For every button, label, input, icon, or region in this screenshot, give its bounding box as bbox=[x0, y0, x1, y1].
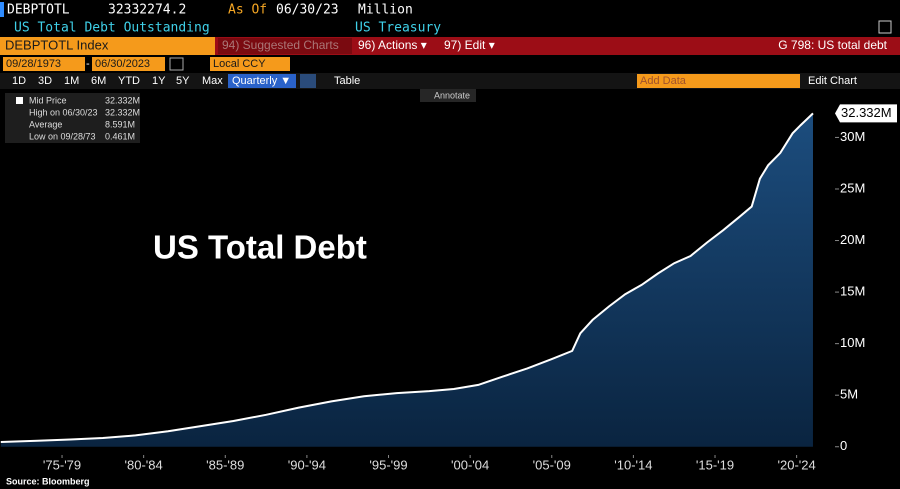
legend-label: Mid Price bbox=[29, 95, 67, 105]
period-button[interactable]: 1M bbox=[64, 75, 79, 87]
x-tick-label: '10-'14 bbox=[614, 457, 652, 472]
annotate[interactable]: Annotate bbox=[434, 90, 470, 100]
period-button[interactable]: Max bbox=[202, 75, 223, 87]
y-tick-label: 25M bbox=[840, 180, 865, 195]
start-date-box[interactable] bbox=[3, 57, 85, 71]
legend-value: 32.332M bbox=[105, 95, 140, 105]
annotate-button[interactable] bbox=[420, 89, 476, 102]
y-tick-label: 0 bbox=[840, 438, 847, 453]
y-tick-label: 5M bbox=[840, 387, 858, 402]
table[interactable]: Table bbox=[334, 75, 360, 87]
period-button[interactable]: 6M bbox=[91, 75, 106, 87]
last-value-label: 32.332M bbox=[841, 105, 892, 120]
end-date[interactable]: 06/30/2023 bbox=[95, 58, 150, 70]
legend-label: Low on 09/28/73 bbox=[29, 131, 96, 141]
chart-title: US Total Debt bbox=[153, 229, 367, 266]
calendar-icon[interactable] bbox=[169, 57, 184, 71]
legend-label: High on 06/30/23 bbox=[29, 107, 98, 117]
area bbox=[0, 113, 814, 447]
function: G 798: US total debt bbox=[778, 38, 887, 52]
chart-icon[interactable] bbox=[300, 74, 316, 88]
line bbox=[0, 112, 814, 443]
y-tick-label: 15M bbox=[840, 284, 865, 299]
x-tick-label: '95-'99 bbox=[369, 457, 407, 472]
y-tick-label: 20M bbox=[840, 232, 865, 247]
last-value: 32332274.2 bbox=[108, 3, 186, 18]
y-tick-label: 10M bbox=[840, 335, 865, 350]
actions[interactable]: 96) Actions ▾ bbox=[358, 38, 427, 52]
suggested[interactable]: 94) Suggested Charts bbox=[222, 38, 339, 52]
y-tick-label: 30M bbox=[840, 129, 865, 144]
as-of-date: 06/30/23 bbox=[276, 3, 339, 18]
legend-value: 0.461M bbox=[105, 131, 135, 141]
frequency[interactable]: Quarterly ▼ bbox=[232, 75, 291, 87]
add-data[interactable]: Add Data bbox=[640, 75, 687, 87]
date-separator: - bbox=[86, 58, 90, 70]
as-of-label: As Of bbox=[228, 3, 267, 18]
last-value-box bbox=[835, 104, 897, 123]
x-tick-label: '15-'19 bbox=[696, 457, 734, 472]
period-button[interactable]: 3D bbox=[38, 75, 52, 87]
source-name: US Treasury bbox=[355, 21, 441, 36]
security[interactable]: DEBPTOTL Index bbox=[5, 37, 109, 52]
source: Source: Bloomberg bbox=[6, 476, 90, 486]
popout-icon[interactable] bbox=[878, 20, 892, 34]
currency-box[interactable] bbox=[210, 57, 290, 71]
x-tick-label: '20-'24 bbox=[778, 457, 816, 472]
x-tick-label: '75-'79 bbox=[43, 457, 81, 472]
period-button[interactable]: 1Y bbox=[152, 75, 166, 87]
legend-label: Average bbox=[29, 119, 62, 129]
legend-value: 8.591M bbox=[105, 119, 135, 129]
frequency-box[interactable] bbox=[228, 74, 296, 88]
currency[interactable]: Local CCY bbox=[213, 58, 266, 70]
add-data-box[interactable] bbox=[637, 74, 800, 88]
period-button[interactable]: 5Y bbox=[176, 75, 190, 87]
x-tick-label: '80-'84 bbox=[125, 457, 163, 472]
x-tick-label: '00-'04 bbox=[451, 457, 489, 472]
x-tick-label: '90-'94 bbox=[288, 457, 326, 472]
x-tick-label: '05-'09 bbox=[533, 457, 571, 472]
legend-box bbox=[5, 93, 140, 143]
start-date[interactable]: 09/28/1973 bbox=[6, 58, 61, 70]
end-date-box[interactable] bbox=[92, 57, 165, 71]
period-button[interactable]: 1D bbox=[12, 75, 26, 87]
edit[interactable]: 97) Edit ▾ bbox=[444, 38, 495, 52]
units: Million bbox=[358, 3, 413, 18]
suggested-box[interactable] bbox=[218, 38, 352, 54]
security-box[interactable] bbox=[0, 37, 215, 55]
edit-chart[interactable]: Edit Chart bbox=[808, 75, 857, 87]
marker bbox=[0, 2, 4, 17]
description: US Total Debt Outstanding bbox=[14, 21, 210, 36]
legend-swatch bbox=[16, 97, 23, 104]
x-tick-label: '85-'89 bbox=[206, 457, 244, 472]
period-button[interactable]: YTD bbox=[118, 75, 140, 87]
legend-value: 32.332M bbox=[105, 107, 140, 117]
ticker: DEBPTOTL bbox=[7, 3, 70, 18]
